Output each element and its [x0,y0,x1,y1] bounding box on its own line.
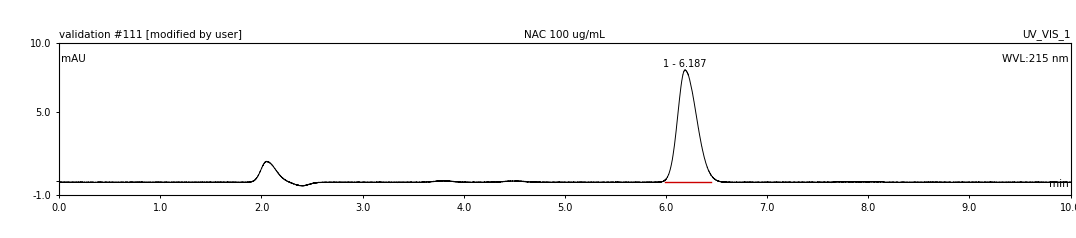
Text: validation #111 [modified by user]: validation #111 [modified by user] [59,30,242,40]
Text: WVL:215 nm: WVL:215 nm [1002,54,1068,64]
Text: UV_VIS_1: UV_VIS_1 [1022,29,1071,40]
Text: 1 - 6.187: 1 - 6.187 [663,59,706,69]
Text: NAC 100 ug/mL: NAC 100 ug/mL [524,30,606,40]
Text: mAU: mAU [61,54,86,64]
Text: min: min [1049,179,1068,189]
